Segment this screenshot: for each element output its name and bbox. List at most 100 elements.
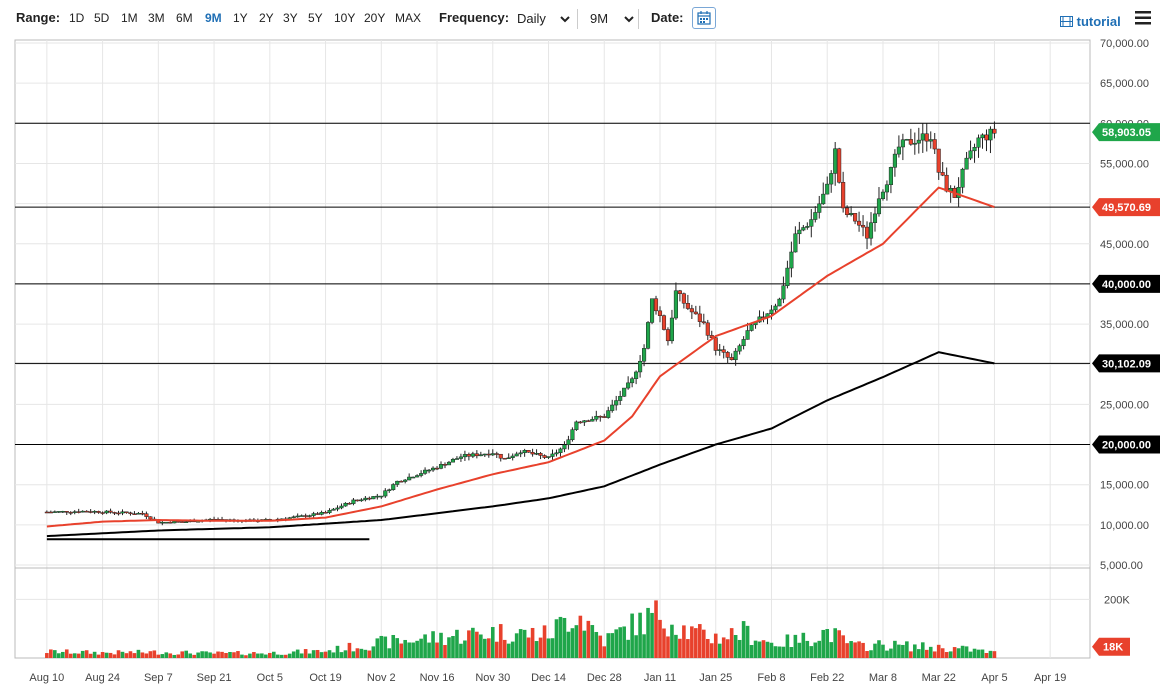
- range-3y[interactable]: 3Y: [283, 11, 298, 25]
- volume-bar: [407, 642, 411, 658]
- volume-bar: [498, 624, 503, 658]
- range-10y[interactable]: 10Y: [334, 11, 356, 25]
- candle-body: [438, 464, 444, 469]
- volume-bar: [984, 653, 989, 658]
- range-5y[interactable]: 5Y: [308, 11, 323, 25]
- volume-bar: [698, 624, 702, 658]
- frequency-dropdown[interactable]: Daily: [517, 11, 570, 26]
- range-9m[interactable]: 9M: [205, 11, 222, 25]
- calendar-button[interactable]: [692, 7, 716, 29]
- range-5d[interactable]: 5D: [94, 11, 110, 25]
- range-max[interactable]: MAX: [395, 11, 422, 25]
- volume-bar: [566, 631, 571, 658]
- volume-bar: [869, 650, 873, 658]
- chart-toolbar: Range: 1D 5D 1M 3M 6M 9M 1Y 2Y 3Y 5Y 10Y 20Y MAX Fre…: [0, 0, 1165, 38]
- candle-body: [68, 512, 73, 514]
- volume-bar: [737, 639, 742, 658]
- candle-body: [705, 322, 710, 336]
- candle-body: [379, 495, 384, 498]
- range-2y[interactable]: 2Y: [259, 11, 274, 25]
- candle-body: [315, 513, 320, 515]
- volume-bar: [924, 649, 929, 658]
- candle-body: [387, 489, 392, 491]
- date-tick-label: Jan 11: [644, 672, 676, 684]
- volume-bar: [749, 645, 754, 658]
- last-price-label-box: [1092, 123, 1160, 142]
- volume-bar: [451, 636, 455, 658]
- volume-bar: [793, 634, 798, 658]
- range-20y[interactable]: 20Y: [364, 11, 386, 25]
- candle-body: [375, 495, 380, 498]
- candle-body: [618, 396, 623, 401]
- volume-bar: [224, 653, 228, 658]
- tutorial-link[interactable]: tutorial: [1060, 14, 1121, 29]
- candle-body: [785, 267, 790, 287]
- date-tick-label: Sep 7: [144, 672, 173, 684]
- volume-bar: [176, 654, 181, 658]
- volume-bar: [849, 641, 853, 658]
- volume-bar: [570, 628, 575, 658]
- volume-bar: [459, 643, 463, 658]
- volume-bar: [590, 625, 595, 658]
- candle-body: [809, 219, 814, 227]
- candle-body: [303, 515, 308, 517]
- candle-body: [48, 511, 53, 514]
- candle-body: [789, 251, 794, 269]
- volume-bar: [144, 653, 149, 658]
- range-1m[interactable]: 1M: [121, 11, 138, 25]
- candle-body: [928, 139, 933, 142]
- volume-bar: [861, 642, 865, 658]
- candle-body: [371, 496, 376, 500]
- volume-bar: [494, 641, 499, 658]
- volume-bar: [232, 652, 236, 658]
- candle-body: [367, 497, 372, 500]
- price-labels: 49,570.69 40,000.00 30,102.09 20,000.00 58,9…: [1092, 123, 1160, 656]
- volume-bar: [311, 650, 316, 658]
- toolbar-separator: [577, 9, 578, 29]
- candle-body: [769, 309, 774, 314]
- candle-body: [562, 444, 567, 450]
- volume-bar: [821, 629, 826, 658]
- candle-body: [936, 148, 941, 173]
- volume-bar: [944, 652, 949, 658]
- candle-body: [164, 521, 169, 524]
- date-axis: Aug 10 Aug 24 Sep 7 Sep 21 Oct 5 Oct 19 Nov 2 N…: [29, 672, 1066, 684]
- volume-bar: [335, 645, 340, 658]
- date-tick-label: Oct 19: [309, 672, 341, 684]
- last-price-label: 58,903.05: [1102, 127, 1151, 139]
- range-3m[interactable]: 3M: [148, 11, 165, 25]
- volume-bar: [216, 651, 220, 658]
- ma-slow-price-label-box: [1092, 354, 1160, 373]
- candle-body: [701, 321, 706, 324]
- range-1d[interactable]: 1D: [69, 11, 85, 25]
- volume-bar: [805, 640, 810, 658]
- volume-bar: [403, 639, 407, 658]
- candle-body: [872, 213, 878, 223]
- volume-bar: [606, 633, 611, 658]
- volume-bars: [45, 600, 997, 658]
- candle-body: [745, 330, 750, 340]
- volume-bar: [690, 626, 694, 658]
- date-tick-label: Aug 10: [29, 672, 64, 684]
- volume-bar: [662, 628, 666, 658]
- hamburger-menu-icon[interactable]: [1135, 11, 1151, 25]
- period-dropdown[interactable]: 9M: [590, 11, 634, 26]
- volume-bar: [634, 635, 638, 658]
- volume-bar: [88, 653, 93, 658]
- range-1y[interactable]: 1Y: [233, 11, 248, 25]
- volume-bar: [638, 612, 642, 658]
- candle-body: [311, 513, 316, 516]
- candle-body: [172, 521, 177, 524]
- volume-bar: [701, 629, 706, 658]
- volume-bar: [777, 646, 782, 658]
- candle-body: [339, 505, 344, 509]
- volume-bar: [120, 651, 125, 658]
- candle-body: [849, 213, 854, 215]
- candle-body: [713, 337, 718, 351]
- volume-bar: [928, 646, 933, 658]
- candle-body: [606, 410, 611, 418]
- candle-body: [932, 139, 937, 150]
- volume-bar: [514, 633, 519, 658]
- volume-bar: [399, 643, 404, 658]
- range-6m[interactable]: 6M: [176, 11, 193, 25]
